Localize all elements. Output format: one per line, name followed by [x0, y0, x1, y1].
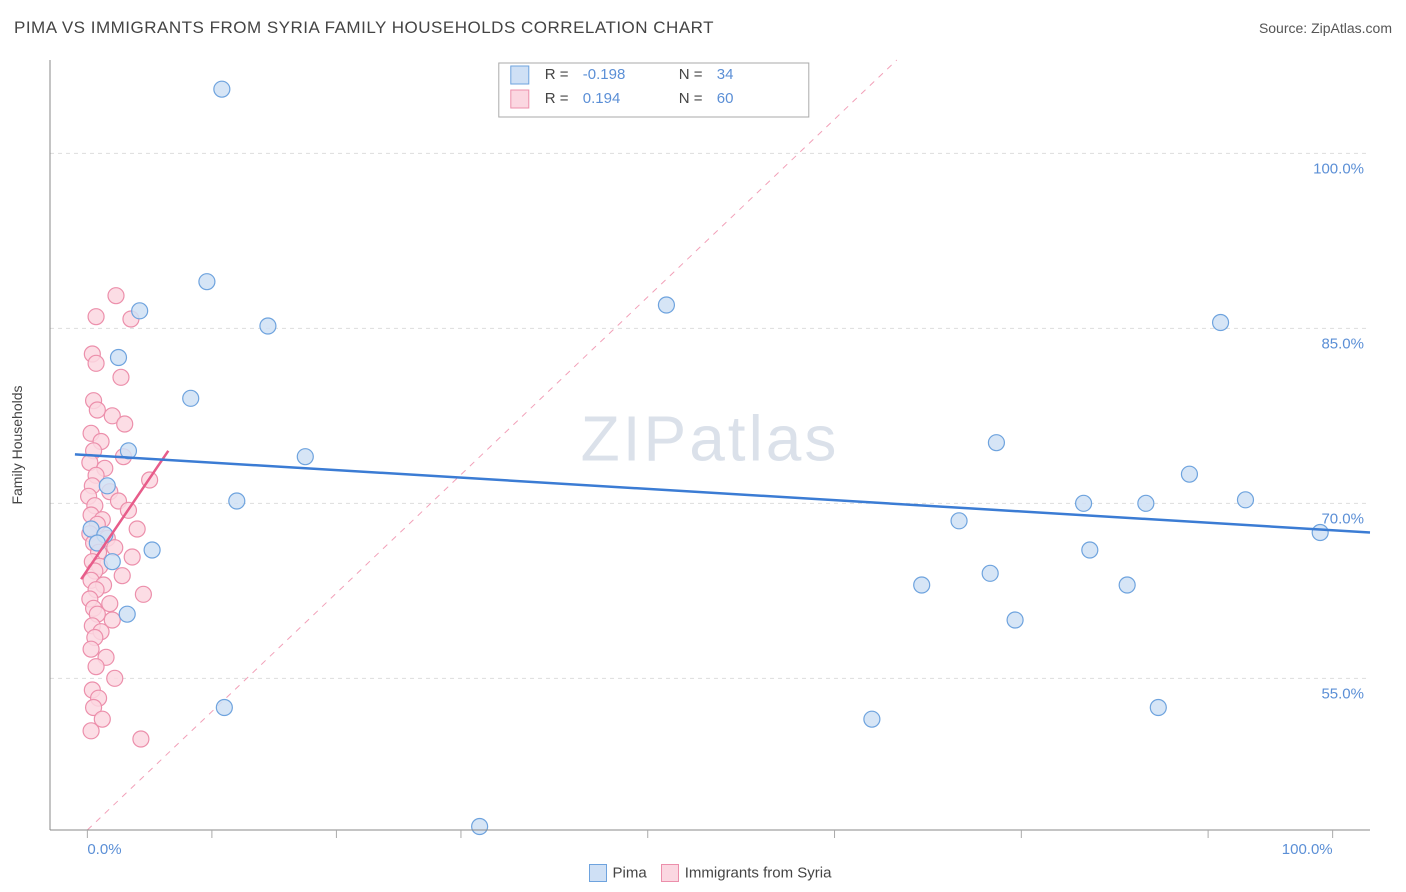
- data-point: [214, 81, 230, 97]
- data-point: [1076, 495, 1092, 511]
- legend-r-label: R =: [545, 90, 569, 107]
- data-point: [88, 659, 104, 675]
- data-point: [199, 274, 215, 290]
- legend-swatch: [661, 864, 679, 882]
- legend-item-label: Pima: [613, 865, 647, 882]
- data-point: [1150, 700, 1166, 716]
- legend-swatch: [511, 90, 529, 108]
- y-tick-label: 85.0%: [1321, 335, 1364, 352]
- scatter-chart: 55.0% 70.0% 85.0% 100.0% ZIPatlas 0.0% 100.0% F…: [0, 42, 1406, 862]
- data-point: [1119, 577, 1135, 593]
- x-tick-label: 100.0%: [1282, 841, 1333, 858]
- data-point: [117, 416, 133, 432]
- data-point: [951, 513, 967, 529]
- data-point: [107, 670, 123, 686]
- y-axis-label: Family Households: [9, 385, 25, 504]
- data-point: [260, 318, 276, 334]
- data-point: [1312, 525, 1328, 541]
- data-point: [1237, 492, 1253, 508]
- data-point: [83, 641, 99, 657]
- data-point: [88, 309, 104, 325]
- data-point: [133, 731, 149, 747]
- data-point: [988, 435, 1004, 451]
- legend-bottom: Pima Immigrants from Syria: [0, 864, 1406, 882]
- data-point: [658, 297, 674, 313]
- data-point: [914, 577, 930, 593]
- legend-item-label: Immigrants from Syria: [685, 865, 832, 882]
- y-tick-label: 100.0%: [1313, 160, 1364, 177]
- data-point: [864, 711, 880, 727]
- data-point: [982, 565, 998, 581]
- source-prefix: Source:: [1259, 20, 1311, 36]
- data-point: [183, 390, 199, 406]
- data-point: [1213, 315, 1229, 331]
- data-point: [1082, 542, 1098, 558]
- chart-header: PIMA VS IMMIGRANTS FROM SYRIA FAMILY HOU…: [14, 18, 1392, 38]
- data-point: [89, 402, 105, 418]
- data-point: [216, 700, 232, 716]
- data-point: [124, 549, 140, 565]
- data-point: [113, 369, 129, 385]
- data-point: [297, 449, 313, 465]
- data-point: [144, 542, 160, 558]
- x-tick-label: 0.0%: [87, 841, 121, 858]
- data-point: [229, 493, 245, 509]
- data-point: [114, 568, 130, 584]
- chart-title: PIMA VS IMMIGRANTS FROM SYRIA FAMILY HOU…: [14, 18, 714, 38]
- data-point: [88, 355, 104, 371]
- data-point: [1181, 466, 1197, 482]
- watermark: ZIPatlas: [581, 402, 840, 474]
- data-point: [1007, 612, 1023, 628]
- legend-swatch: [511, 66, 529, 84]
- source-name: ZipAtlas.com: [1311, 20, 1392, 36]
- data-point: [132, 303, 148, 319]
- data-point: [108, 288, 124, 304]
- data-point: [129, 521, 145, 537]
- chart-container: 55.0% 70.0% 85.0% 100.0% ZIPatlas 0.0% 100.0% F…: [0, 42, 1406, 862]
- data-point: [104, 554, 120, 570]
- data-point: [472, 819, 488, 835]
- y-tick-label: 70.0%: [1321, 510, 1364, 527]
- legend-r-value: 0.194: [583, 90, 621, 107]
- y-tick-label: 55.0%: [1321, 685, 1364, 702]
- legend-n-label: N =: [679, 66, 703, 83]
- data-point: [99, 478, 115, 494]
- legend-r-value: -0.198: [583, 66, 626, 83]
- data-point: [135, 586, 151, 602]
- chart-source: Source: ZipAtlas.com: [1259, 20, 1392, 36]
- data-point: [110, 350, 126, 366]
- data-point: [83, 723, 99, 739]
- data-point: [1138, 495, 1154, 511]
- legend-n-value: 60: [717, 90, 734, 107]
- legend-n-label: N =: [679, 90, 703, 107]
- legend-r-label: R =: [545, 66, 569, 83]
- data-point: [119, 606, 135, 622]
- legend-n-value: 34: [717, 66, 734, 83]
- legend-swatch: [589, 864, 607, 882]
